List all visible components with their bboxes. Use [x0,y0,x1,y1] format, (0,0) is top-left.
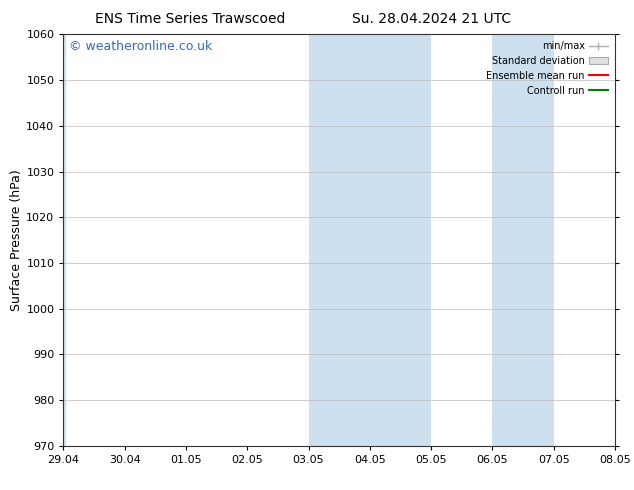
Text: © weatheronline.co.uk: © weatheronline.co.uk [69,41,212,53]
Bar [60,34,67,446]
Bar [309,34,431,446]
Legend: min/max, Standard deviation, Ensemble mean run, Controll run: min/max, Standard deviation, Ensemble me… [482,37,612,99]
Text: ENS Time Series Trawscoed: ENS Time Series Trawscoed [95,12,285,26]
Text: Su. 28.04.2024 21 UTC: Su. 28.04.2024 21 UTC [352,12,510,26]
Bar [493,34,553,446]
Y-axis label: Surface Pressure (hPa): Surface Pressure (hPa) [11,169,23,311]
